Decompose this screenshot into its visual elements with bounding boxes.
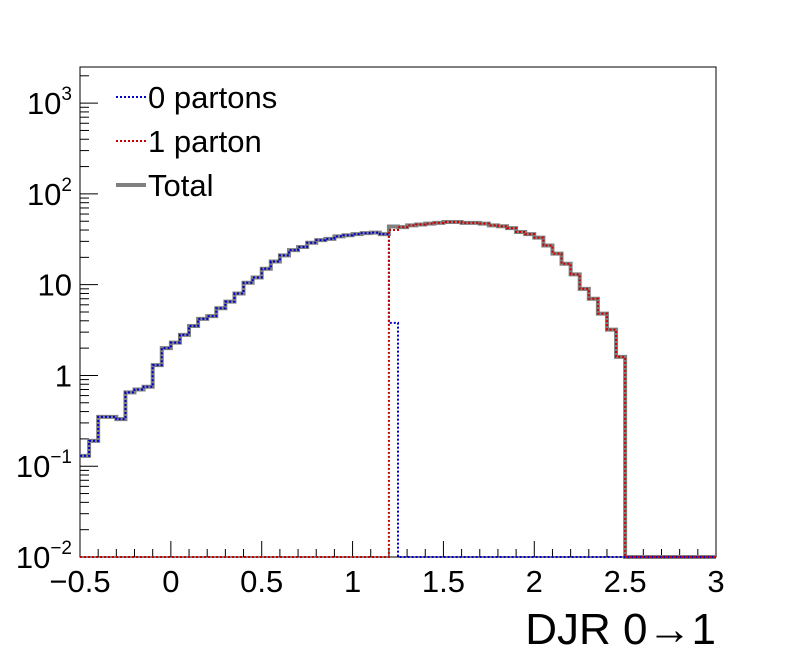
series-layer	[80, 220, 716, 559]
x-tick-label: −0.5	[49, 564, 110, 599]
x-tick-label: 1	[344, 564, 361, 599]
x-axis-ticks	[79, 541, 717, 557]
y-tick-labels: 10−2 10−1 1 10 102 103	[16, 84, 72, 575]
x-tick-labels: −0.5 0 0.5 1 1.5 2 2.5 3	[49, 564, 724, 599]
series-line-0-partons	[80, 231, 716, 558]
x-tick-label: 0	[162, 564, 179, 599]
series-line-1-parton	[80, 221, 716, 558]
y-tick-label: 10−1	[16, 447, 72, 484]
y-tick-label: 10	[38, 268, 72, 303]
legend: 0 partons 1 parton Total	[116, 80, 277, 203]
x-tick-label: 2.5	[604, 564, 647, 599]
x-tick-label: 1.5	[422, 564, 465, 599]
y-tick-label: 103	[27, 84, 72, 121]
legend-label: Total	[148, 168, 213, 203]
y-axis-ticks	[80, 75, 98, 558]
x-tick-label: 0.5	[240, 564, 283, 599]
y-tick-label: 10−2	[16, 538, 72, 575]
y-tick-label: 1	[55, 358, 72, 393]
legend-label: 0 partons	[148, 80, 277, 115]
x-tick-label: 3	[707, 564, 724, 599]
x-axis-title: DJR 0→1	[525, 605, 716, 654]
x-tick-label: 2	[526, 564, 543, 599]
legend-label: 1 parton	[148, 124, 262, 159]
y-tick-label: 102	[27, 175, 72, 212]
